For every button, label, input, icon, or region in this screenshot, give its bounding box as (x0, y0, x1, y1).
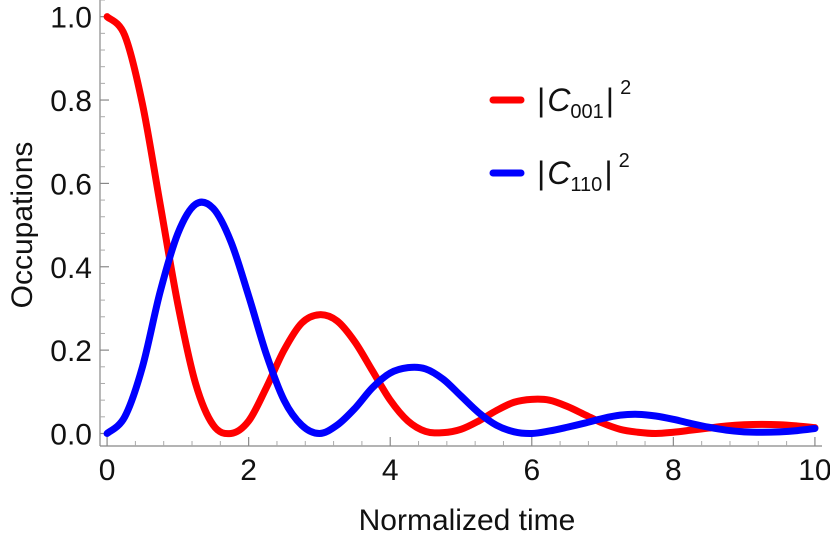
legend-close: | (604, 155, 612, 191)
legend-sup: 2 (619, 150, 630, 172)
legend-base: C (547, 155, 571, 191)
x-tick-label: 4 (382, 454, 399, 487)
legend-close: | (606, 82, 614, 118)
legend-label-0: |C001| 2 (537, 77, 631, 123)
legend-label-1: |C110| 2 (537, 150, 630, 196)
legend-sup: 2 (620, 77, 631, 99)
x-tick-label: 0 (99, 454, 116, 487)
legend: |C001| 2|C110| 2 (489, 77, 631, 196)
legend-open: | (537, 82, 545, 118)
legend-sub: 001 (570, 101, 603, 123)
legend-sub: 110 (570, 174, 602, 196)
series-line-0 (103, 13, 819, 438)
x-tick-label: 10 (798, 454, 830, 487)
x-ticks: 0 2 4 6 8 10 (99, 437, 830, 487)
x-tick-label: 2 (240, 454, 257, 487)
y-tick-label: 0.0 (50, 418, 92, 451)
y-tick-label: 0.6 (50, 168, 92, 201)
y-tick-label: 1.0 (50, 2, 92, 35)
series-line-1 (103, 198, 819, 438)
y-tick-label: 0.4 (50, 252, 92, 285)
x-tick-label: 6 (523, 454, 540, 487)
y-axis-label: Occupations (6, 142, 39, 309)
series-layer (103, 13, 819, 438)
y-tick-label: 0.2 (50, 335, 92, 368)
x-axis-label: Normalized time (359, 504, 576, 537)
legend-base: C (547, 82, 571, 118)
legend-open: | (537, 155, 545, 191)
y-tick-label: 0.8 (50, 85, 92, 118)
x-tick-label: 8 (665, 454, 682, 487)
